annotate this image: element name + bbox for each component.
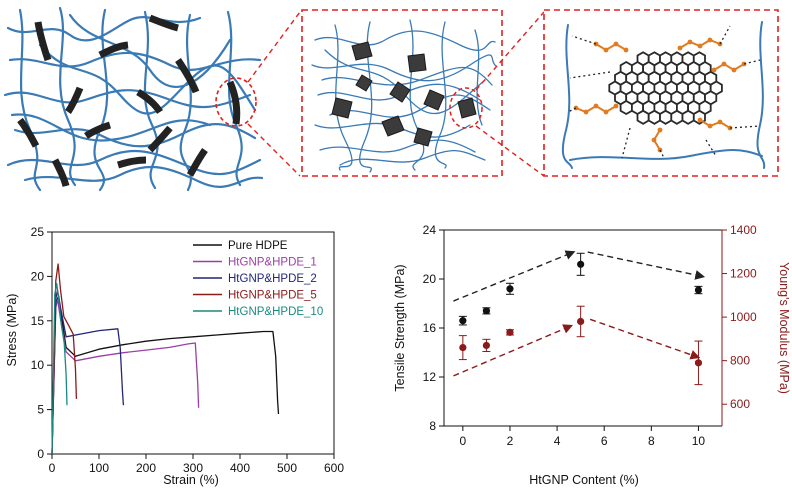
x-tick-label: 6 bbox=[601, 434, 608, 448]
series-line-2 bbox=[51, 289, 125, 455]
graphene-hexagon bbox=[681, 109, 695, 125]
y2-tick-label: 1400 bbox=[730, 223, 757, 237]
data-point-1 bbox=[577, 317, 585, 326]
graphene-platelets bbox=[17, 14, 241, 187]
y-tick-label: 20 bbox=[31, 269, 45, 283]
legend-label-1: HtGNP&HPDE_1 bbox=[228, 257, 317, 269]
legend-label-3: HtGNP&HPDE_5 bbox=[228, 290, 317, 302]
graphene-hexagon bbox=[659, 109, 673, 125]
stress-strain-chart: 0 100 200 300 400 500 600 0 5 10 15 20 25 Pure HDPE H… bbox=[5, 225, 344, 487]
chart2-trend-arrows bbox=[453, 250, 706, 377]
trend-arrow-0 bbox=[453, 250, 576, 302]
y-tick-label: 0 bbox=[37, 447, 44, 461]
y-tick-label: 20 bbox=[423, 272, 437, 286]
functional-group-nodes bbox=[573, 37, 747, 153]
y2-tick-label: 1000 bbox=[730, 310, 757, 324]
y-tick-label: 5 bbox=[37, 403, 44, 417]
hydrogen-bonds bbox=[567, 25, 761, 159]
x-tick-label: 500 bbox=[277, 461, 297, 475]
y-tick-label: 25 bbox=[31, 225, 45, 239]
x-tick-label: 0 bbox=[460, 434, 467, 448]
x-tick-label: 600 bbox=[324, 461, 344, 475]
schematic-panel-zoom-1 bbox=[301, 9, 545, 177]
y-tick-label: 15 bbox=[31, 314, 45, 328]
zoom-line-1b bbox=[247, 123, 301, 177]
y-tick-label: 8 bbox=[429, 419, 436, 433]
schematic-panel-zoom-2 bbox=[543, 9, 779, 177]
x-tick-label: 4 bbox=[554, 434, 561, 448]
series-line-1 bbox=[51, 298, 200, 455]
trend-arrow-3 bbox=[589, 318, 701, 360]
y-tick-label: 24 bbox=[423, 223, 437, 237]
data-point-0 bbox=[506, 285, 514, 293]
y-tick-label: 12 bbox=[423, 370, 437, 384]
graphene-hexagon bbox=[619, 99, 633, 116]
x-tick-label: 0 bbox=[49, 461, 56, 475]
data-point-0 bbox=[482, 307, 491, 315]
data-point-1 bbox=[482, 341, 491, 350]
chart2-y2-axis-label: Young's Modulus (MPa) bbox=[777, 262, 791, 394]
chart2-x-axis-label: HtGNP Content (%) bbox=[529, 473, 639, 487]
zoom-callout-circle-2 bbox=[449, 87, 483, 129]
y2-tick-label: 600 bbox=[730, 397, 750, 411]
chart2-frame bbox=[443, 229, 723, 427]
y-tick-label: 10 bbox=[31, 358, 45, 372]
data-point-0 bbox=[459, 317, 467, 325]
x-tick-label: 400 bbox=[230, 461, 250, 475]
chart1-y-axis-label: Stress (MPa) bbox=[5, 294, 19, 367]
chart1-legend: Pure HDPE HtGNP&HPDE_1 HtGNP&HPDE_2 HtGNP&H… bbox=[193, 240, 323, 318]
graphene-sheet bbox=[608, 51, 723, 125]
schematic-panel-network bbox=[3, 6, 301, 192]
graphene-hexagon bbox=[670, 109, 684, 125]
data-point-1 bbox=[459, 344, 467, 352]
chart2-y-axis-label: Tensile Strength (MPa) bbox=[393, 264, 407, 391]
series-line-3 bbox=[51, 263, 78, 455]
legend-label-4: HtGNP&HPDE_10 bbox=[228, 306, 323, 318]
chart1-ticks: 0 100 200 300 400 500 600 0 5 10 15 20 25 bbox=[31, 225, 345, 475]
chart1-series bbox=[51, 263, 280, 455]
y-tick-label: 16 bbox=[423, 321, 437, 335]
y2-tick-label: 1200 bbox=[730, 267, 757, 281]
graphene-hexagon bbox=[636, 109, 650, 125]
x-tick-label: 10 bbox=[692, 434, 706, 448]
trend-arrow-2 bbox=[453, 324, 574, 377]
data-point-1 bbox=[506, 328, 514, 336]
y2-tick-label: 800 bbox=[730, 354, 750, 368]
x-tick-label: 2 bbox=[507, 434, 514, 448]
data-point-0 bbox=[694, 286, 703, 294]
zoom-callout-circle-1 bbox=[215, 77, 257, 127]
polymer-chain-segments bbox=[561, 21, 766, 169]
x-tick-label: 8 bbox=[648, 434, 655, 448]
dense-platelets bbox=[331, 41, 477, 147]
data-point-1 bbox=[694, 359, 703, 367]
graphene-hexagon bbox=[647, 109, 661, 125]
series-line-4 bbox=[51, 282, 68, 455]
data-point-0 bbox=[577, 260, 585, 268]
chart2-series bbox=[458, 252, 703, 386]
x-tick-label: 100 bbox=[89, 461, 109, 475]
legend-label-2: HtGNP&HPDE_2 bbox=[228, 273, 317, 285]
series-line-0 bbox=[51, 295, 280, 455]
legend-label-0: Pure HDPE bbox=[228, 240, 288, 252]
chart1-x-axis-label: Strain (%) bbox=[163, 473, 219, 487]
x-tick-label: 300 bbox=[183, 461, 203, 475]
zoom-line-1a bbox=[247, 11, 301, 83]
trend-arrow-1 bbox=[587, 251, 706, 280]
x-tick-label: 200 bbox=[136, 461, 156, 475]
